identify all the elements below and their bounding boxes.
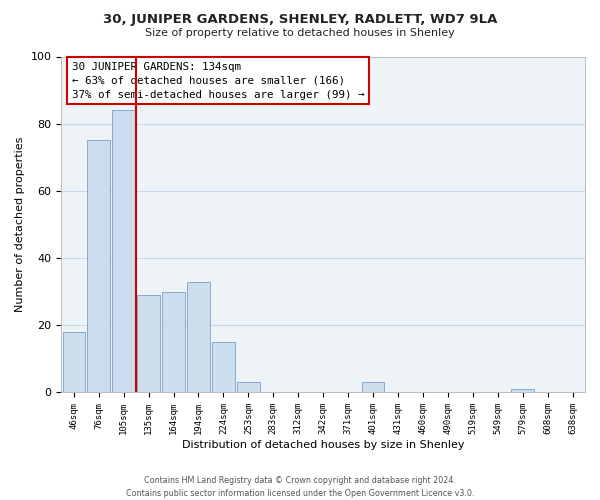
Bar	[112, 110, 135, 392]
Bar	[511, 389, 534, 392]
Text: 30, JUNIPER GARDENS, SHENLEY, RADLETT, WD7 9LA: 30, JUNIPER GARDENS, SHENLEY, RADLETT, W…	[103, 12, 497, 26]
Text: Size of property relative to detached houses in Shenley: Size of property relative to detached ho…	[145, 28, 455, 38]
Text: 30 JUNIPER GARDENS: 134sqm
← 63% of detached houses are smaller (166)
37% of sem: 30 JUNIPER GARDENS: 134sqm ← 63% of deta…	[72, 62, 364, 100]
Text: Contains HM Land Registry data © Crown copyright and database right 2024.
Contai: Contains HM Land Registry data © Crown c…	[126, 476, 474, 498]
Bar	[62, 332, 85, 392]
Bar	[187, 282, 209, 393]
Bar	[237, 382, 260, 392]
Y-axis label: Number of detached properties: Number of detached properties	[15, 137, 25, 312]
Bar	[212, 342, 235, 392]
Bar	[162, 292, 185, 392]
Bar	[88, 140, 110, 392]
Bar	[362, 382, 384, 392]
X-axis label: Distribution of detached houses by size in Shenley: Distribution of detached houses by size …	[182, 440, 464, 450]
Bar	[137, 295, 160, 392]
